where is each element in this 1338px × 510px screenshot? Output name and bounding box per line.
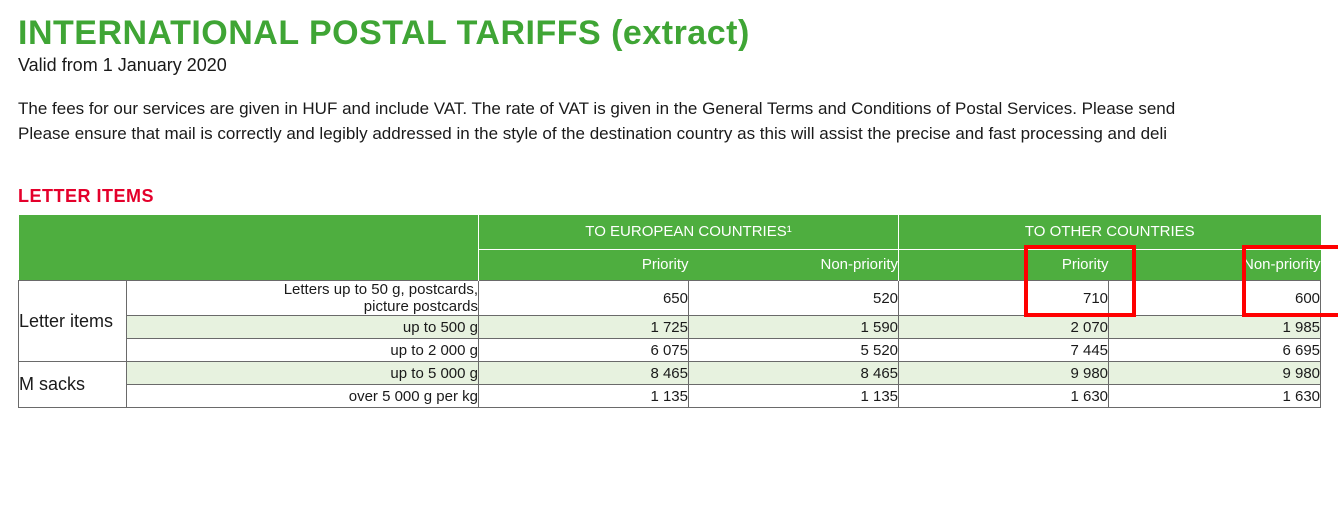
table-row: up to 500 g1 7251 5902 0701 985 [19, 316, 1321, 339]
cell-eu-nonpriority: 5 520 [689, 339, 899, 362]
cell-eu-priority: 1 725 [479, 316, 689, 339]
cell-eu-nonpriority: 1 135 [689, 385, 899, 408]
cell-eu-priority: 6 075 [479, 339, 689, 362]
table-header-european: TO EUROPEAN COUNTRIES¹ [479, 215, 899, 250]
cell-other-nonpriority: 1 985 [1109, 316, 1321, 339]
cell-other-nonpriority: 1 630 [1109, 385, 1321, 408]
cell-eu-priority: 8 465 [479, 362, 689, 385]
other-priority-header: Priority [899, 249, 1109, 280]
section-heading-letter-items: LETTER ITEMS [18, 186, 1320, 207]
tariff-table: TO EUROPEAN COUNTRIES¹TO OTHER COUNTRIES… [18, 215, 1321, 409]
table-row: M sacksup to 5 000 g8 4658 4659 9809 980 [19, 362, 1321, 385]
intro-line-1: The fees for our services are given in H… [18, 98, 1320, 121]
cell-eu-nonpriority: 520 [689, 280, 899, 316]
eu-priority-header: Priority [479, 249, 689, 280]
tariff-table-wrap: TO EUROPEAN COUNTRIES¹TO OTHER COUNTRIES… [18, 215, 1320, 409]
cell-other-priority: 7 445 [899, 339, 1109, 362]
cell-other-nonpriority: 600 [1109, 280, 1321, 316]
table-header-other: TO OTHER COUNTRIES [899, 215, 1321, 250]
cell-other-priority: 9 980 [899, 362, 1109, 385]
cell-other-priority: 710 [899, 280, 1109, 316]
table-row: up to 2 000 g6 0755 5207 4456 695 [19, 339, 1321, 362]
tariff-tbody: TO EUROPEAN COUNTRIES¹TO OTHER COUNTRIES… [19, 215, 1321, 408]
row-label: over 5 000 g per kg [127, 385, 479, 408]
row-category: M sacks [19, 362, 127, 408]
cell-other-priority: 2 070 [899, 316, 1109, 339]
intro-line-2: Please ensure that mail is correctly and… [18, 123, 1320, 146]
row-label: Letters up to 50 g, postcards,picture po… [127, 280, 479, 316]
eu-nonpriority-header: Non-priority [689, 249, 899, 280]
row-label: up to 500 g [127, 316, 479, 339]
cell-other-nonpriority: 9 980 [1109, 362, 1321, 385]
table-row: over 5 000 g per kg1 1351 1351 6301 630 [19, 385, 1321, 408]
row-label: up to 2 000 g [127, 339, 479, 362]
row-category: Letter items [19, 280, 127, 362]
cell-other-priority: 1 630 [899, 385, 1109, 408]
cell-eu-priority: 650 [479, 280, 689, 316]
table-row: Letter itemsLetters up to 50 g, postcard… [19, 280, 1321, 316]
other-nonpriority-header: Non-priority [1109, 249, 1321, 280]
cell-eu-priority: 1 135 [479, 385, 689, 408]
page-title: INTERNATIONAL POSTAL TARIFFS (extract) [18, 14, 1320, 53]
page-subtitle: Valid from 1 January 2020 [18, 55, 1320, 76]
row-label: up to 5 000 g [127, 362, 479, 385]
cell-eu-nonpriority: 1 590 [689, 316, 899, 339]
table-header-corner [19, 215, 479, 281]
cell-eu-nonpriority: 8 465 [689, 362, 899, 385]
cell-other-nonpriority: 6 695 [1109, 339, 1321, 362]
